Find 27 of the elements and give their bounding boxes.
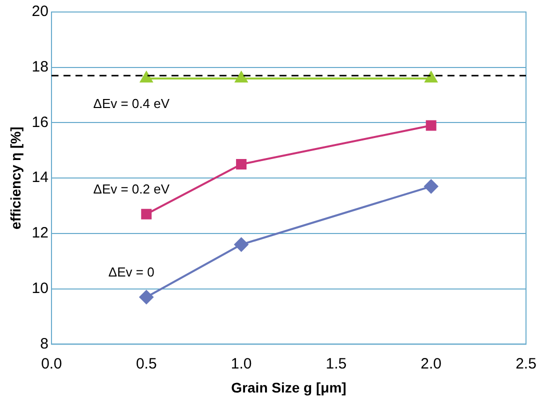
point <box>426 120 436 131</box>
point <box>424 179 438 194</box>
y-tick-label: 18 <box>32 58 48 76</box>
series-label: ΔEv = 0.4 eV <box>93 96 170 112</box>
x-tick-label: 1.0 <box>230 355 252 372</box>
x-tick-label: 0.0 <box>41 355 62 372</box>
y-tick-label: 10 <box>32 280 48 297</box>
point <box>235 71 248 82</box>
x-tick-label: 1.5 <box>326 355 347 372</box>
x-tick-label: 0.5 <box>136 355 157 372</box>
y-tick-label: 12 <box>32 224 48 242</box>
y-tick-label: 8 <box>40 335 48 352</box>
point <box>424 71 438 82</box>
point <box>234 238 248 252</box>
x-axis-title: Grain Size g [μm] <box>231 379 346 396</box>
series-label: ΔEv = 0.2 eV <box>93 182 170 197</box>
y-tick-label: 14 <box>32 169 48 186</box>
y-axis-title: efficiency η [%] <box>7 126 24 230</box>
series-label: ΔEv = 0 <box>108 264 154 280</box>
x-tick-label: 2.0 <box>420 355 442 372</box>
point <box>139 290 154 304</box>
y-tick-label: 20 <box>32 3 48 20</box>
point <box>140 71 153 82</box>
point <box>236 159 247 170</box>
y-tick-label: 16 <box>32 114 48 131</box>
point <box>141 208 152 220</box>
x-tick-label: 2.5 <box>516 355 536 372</box>
